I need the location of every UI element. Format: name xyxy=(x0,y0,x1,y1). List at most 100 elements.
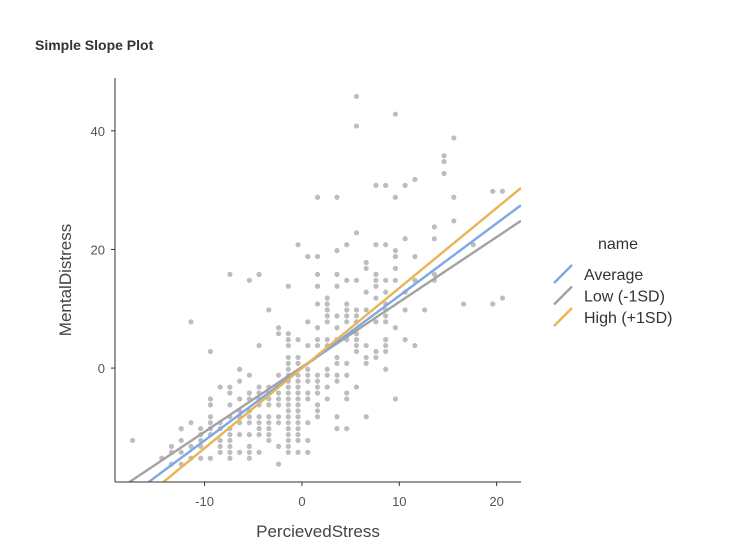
data-point xyxy=(383,342,389,349)
y-axis-label: MentalDistress xyxy=(56,224,75,336)
data-point xyxy=(344,242,350,248)
data-point xyxy=(383,337,389,343)
data-point xyxy=(373,277,379,283)
data-point xyxy=(305,253,311,260)
data-point xyxy=(207,414,214,420)
data-point xyxy=(295,449,301,455)
data-point xyxy=(431,271,437,277)
data-point xyxy=(383,319,389,325)
data-point xyxy=(314,384,321,390)
data-point xyxy=(285,354,291,361)
data-point xyxy=(373,182,379,188)
data-point xyxy=(460,301,467,307)
legend-item: High (+1SD) xyxy=(553,307,672,327)
data-point xyxy=(314,414,321,420)
data-point xyxy=(344,301,350,307)
legend-label: Average xyxy=(584,267,643,284)
data-point xyxy=(314,378,321,384)
data-point xyxy=(246,431,252,438)
data-point xyxy=(324,384,330,390)
data-point xyxy=(499,188,506,194)
data-point xyxy=(324,295,330,301)
data-point xyxy=(305,420,311,426)
data-point xyxy=(295,426,301,432)
data-point xyxy=(178,449,184,455)
data-point xyxy=(373,348,379,355)
data-point xyxy=(295,390,301,396)
data-point xyxy=(402,182,408,188)
data-point xyxy=(344,277,350,283)
data-point xyxy=(363,414,369,420)
data-point xyxy=(275,402,282,408)
data-point xyxy=(402,236,408,242)
data-point xyxy=(324,301,330,307)
data-point xyxy=(470,242,476,248)
data-point xyxy=(363,259,369,266)
data-point xyxy=(441,153,447,159)
data-point xyxy=(285,408,291,414)
data-point xyxy=(227,437,233,444)
data-point xyxy=(324,396,330,402)
data-point xyxy=(324,319,330,325)
data-point xyxy=(305,378,311,384)
data-point xyxy=(256,271,262,277)
data-point xyxy=(285,366,291,372)
data-point xyxy=(295,378,301,384)
data-point xyxy=(305,372,311,378)
y-tick-label: 0 xyxy=(98,361,105,376)
data-point xyxy=(266,431,272,438)
data-point xyxy=(392,111,399,117)
x-tick-label: -10 xyxy=(195,494,214,509)
data-point xyxy=(275,414,282,420)
data-point xyxy=(314,390,321,396)
data-point xyxy=(334,372,340,378)
data-point xyxy=(256,414,262,420)
data-point xyxy=(256,342,262,349)
data-point xyxy=(246,455,252,461)
data-point xyxy=(256,384,262,390)
data-point xyxy=(217,449,223,455)
data-point xyxy=(490,301,496,307)
data-point xyxy=(314,194,321,200)
data-point xyxy=(227,431,233,438)
data-point xyxy=(314,337,321,343)
data-point xyxy=(344,390,350,396)
data-point xyxy=(363,265,369,272)
data-point xyxy=(275,390,282,396)
data-point xyxy=(227,271,233,277)
data-point xyxy=(314,301,321,307)
data-point xyxy=(383,277,389,283)
data-point xyxy=(334,283,340,289)
data-point xyxy=(451,135,457,141)
slope-lines xyxy=(127,186,521,482)
data-point xyxy=(451,194,457,200)
data-point xyxy=(373,354,379,361)
data-point xyxy=(353,342,360,349)
data-point xyxy=(217,437,223,444)
data-point xyxy=(198,455,204,461)
data-point xyxy=(285,360,291,366)
data-point xyxy=(217,384,223,390)
data-point xyxy=(237,378,243,384)
legend: name Average Low (-1SD) High (+1SD) xyxy=(553,236,672,327)
data-point xyxy=(285,431,291,438)
data-point xyxy=(344,319,350,325)
data-point xyxy=(383,289,389,295)
data-point xyxy=(246,449,252,455)
data-point xyxy=(334,194,340,200)
data-point xyxy=(363,354,369,361)
data-point xyxy=(363,289,369,295)
data-point xyxy=(285,449,291,455)
data-point xyxy=(295,337,301,343)
legend-swatch xyxy=(553,285,573,306)
data-point xyxy=(392,396,399,402)
data-point xyxy=(314,253,321,260)
data-point xyxy=(266,402,272,408)
data-point xyxy=(363,360,369,366)
data-point xyxy=(256,431,262,438)
data-point xyxy=(207,396,214,402)
data-point xyxy=(412,342,418,349)
data-point xyxy=(353,123,360,129)
data-point xyxy=(344,307,350,313)
